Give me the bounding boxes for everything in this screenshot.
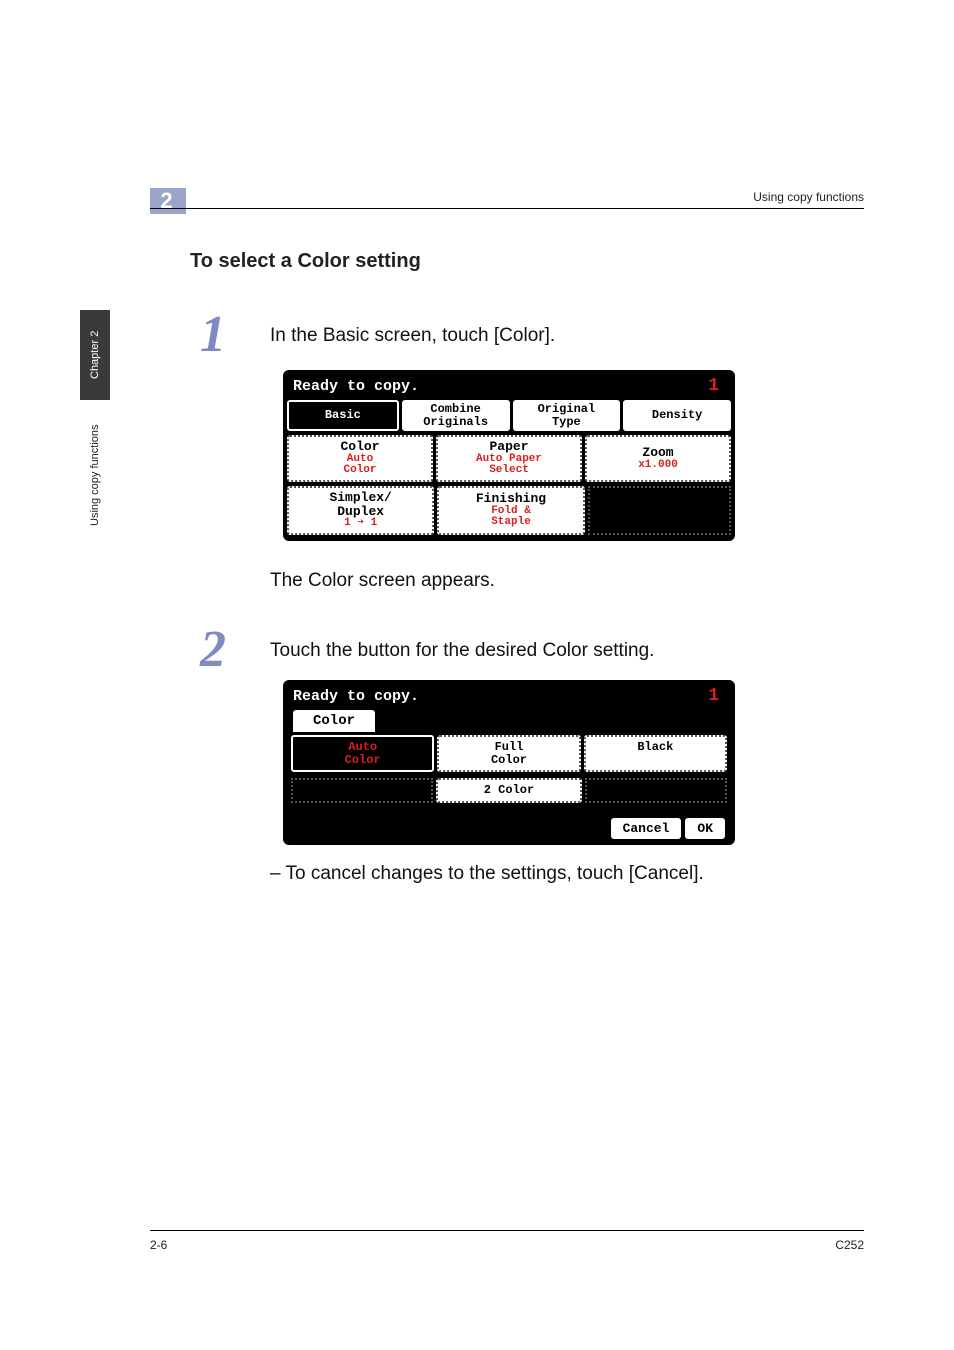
lcd1-title: Ready to copy. xyxy=(293,378,419,395)
footer-page-number: 2-6 xyxy=(150,1238,167,1252)
lcd1-copy-count: 1 xyxy=(708,376,725,396)
zoom-button-value: x1.000 xyxy=(638,460,678,472)
paper-button[interactable]: Paper Auto Paper Select xyxy=(436,435,582,482)
finishing-value: Fold & Staple xyxy=(491,506,531,529)
paper-button-value: Auto Paper Select xyxy=(476,454,542,477)
footer-model: C252 xyxy=(835,1238,864,1252)
simplex-label: Simplex/ Duplex xyxy=(329,491,391,518)
step-1-text: In the Basic screen, touch [Color]. xyxy=(270,325,555,347)
tab-combine-originals[interactable]: Combine Originals xyxy=(402,400,510,431)
lcd1-titlebar: Ready to copy. 1 xyxy=(287,374,731,398)
page-header: Using copy functions xyxy=(150,190,864,209)
simplex-duplex-button[interactable]: Simplex/ Duplex 1 ➔ 1 xyxy=(287,486,434,535)
finishing-button[interactable]: Finishing Fold & Staple xyxy=(437,486,584,535)
ok-button[interactable]: OK xyxy=(685,818,725,839)
two-color-button[interactable]: 2 Color xyxy=(436,778,582,803)
auto-color-button[interactable]: Auto Color xyxy=(291,735,434,772)
step-1-number: 1 xyxy=(200,305,226,364)
lcd2-blank-left xyxy=(291,778,433,803)
section-heading: To select a Color setting xyxy=(190,250,421,273)
step-2-text: Touch the button for the desired Color s… xyxy=(270,640,654,662)
header-right-text: Using copy functions xyxy=(753,190,864,204)
color-button[interactable]: Color Auto Color xyxy=(287,435,433,482)
simplex-value: 1 ➔ 1 xyxy=(344,518,377,530)
lcd1-row1: Color Auto Color Paper Auto Paper Select… xyxy=(287,433,731,484)
lcd1-blank-slot xyxy=(588,486,731,535)
sidebar-chapter-tab: Chapter 2 xyxy=(80,310,110,400)
tab-basic[interactable]: Basic xyxy=(287,400,399,431)
lcd2-copy-count: 1 xyxy=(708,686,725,706)
tab-density[interactable]: Density xyxy=(623,400,731,431)
cancel-button[interactable]: Cancel xyxy=(611,818,682,839)
footer-rule xyxy=(150,1230,864,1231)
step-2-cancel-note: – To cancel changes to the settings, tou… xyxy=(270,860,750,889)
lcd2-row2: 2 Color xyxy=(287,775,731,806)
lcd2-confirm-row: Cancel OK xyxy=(287,812,731,841)
lcd2-color-tab: Color xyxy=(293,710,375,732)
full-color-button[interactable]: Full Color xyxy=(437,735,580,772)
step-2-number: 2 xyxy=(200,620,226,679)
sidebar-section-tab: Using copy functions xyxy=(80,400,110,550)
tab-original-type[interactable]: Original Type xyxy=(513,400,621,431)
lcd-basic-screen: Ready to copy. 1 Basic Combine Originals… xyxy=(283,370,735,541)
lcd-color-screen: Ready to copy. 1 Color Auto Color Full C… xyxy=(283,680,735,845)
color-button-label: Color xyxy=(340,440,379,454)
color-button-value: Auto Color xyxy=(343,454,376,477)
lcd1-row2: Simplex/ Duplex 1 ➔ 1 Finishing Fold & S… xyxy=(287,484,731,537)
paper-button-label: Paper xyxy=(489,440,528,454)
zoom-button[interactable]: Zoom x1.000 xyxy=(585,435,731,482)
lcd2-titlebar: Ready to copy. 1 xyxy=(287,684,731,708)
finishing-label: Finishing xyxy=(476,492,546,506)
lcd1-tabs: Basic Combine Originals Original Type De… xyxy=(287,398,731,433)
lcd2-row1: Auto Color Full Color Black xyxy=(287,732,731,775)
step-1-result-text: The Color screen appears. xyxy=(270,570,495,592)
lcd2-blank-right xyxy=(585,778,727,803)
zoom-button-label: Zoom xyxy=(642,446,673,460)
black-button[interactable]: Black xyxy=(584,735,727,772)
page: 2 Using copy functions To select a Color… xyxy=(0,0,954,1350)
header-rule xyxy=(150,208,864,209)
lcd2-title: Ready to copy. xyxy=(293,688,419,705)
